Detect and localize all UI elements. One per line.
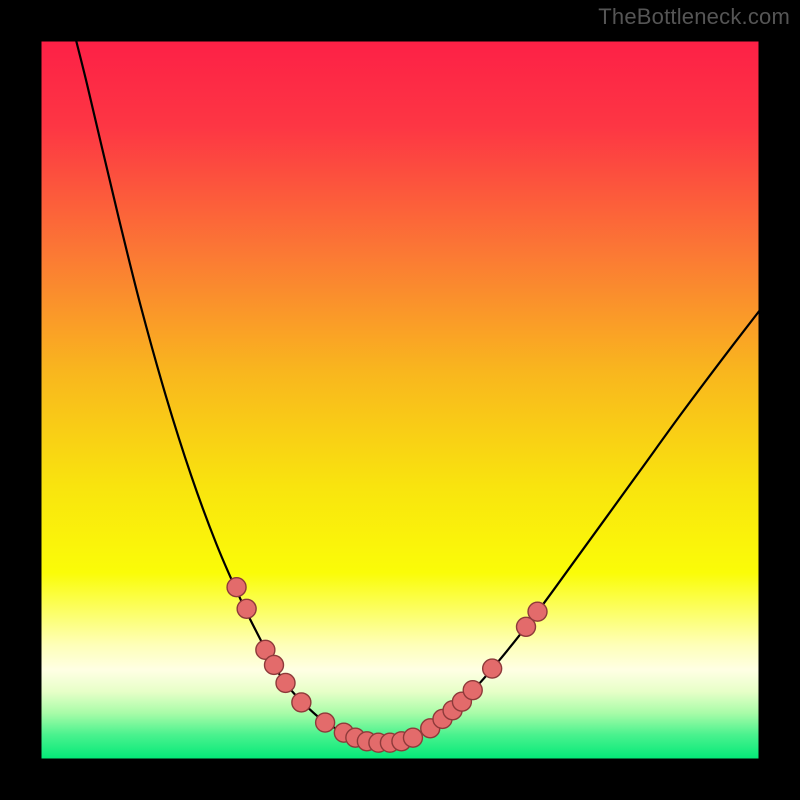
data-marker bbox=[463, 681, 482, 700]
data-marker bbox=[227, 578, 246, 597]
gradient-background bbox=[40, 40, 760, 760]
data-marker bbox=[316, 713, 335, 732]
watermark-text: TheBottleneck.com bbox=[598, 4, 790, 30]
data-marker bbox=[403, 728, 422, 747]
data-marker bbox=[265, 655, 284, 674]
data-marker bbox=[528, 602, 547, 621]
bottleneck-chart-svg bbox=[0, 0, 800, 800]
data-marker bbox=[483, 659, 502, 678]
frame-bottom bbox=[0, 760, 800, 800]
frame-right bbox=[760, 0, 800, 800]
data-marker bbox=[237, 599, 256, 618]
data-marker bbox=[276, 673, 295, 692]
data-marker bbox=[292, 693, 311, 712]
chart-container: TheBottleneck.com bbox=[0, 0, 800, 800]
frame-left bbox=[0, 0, 40, 800]
